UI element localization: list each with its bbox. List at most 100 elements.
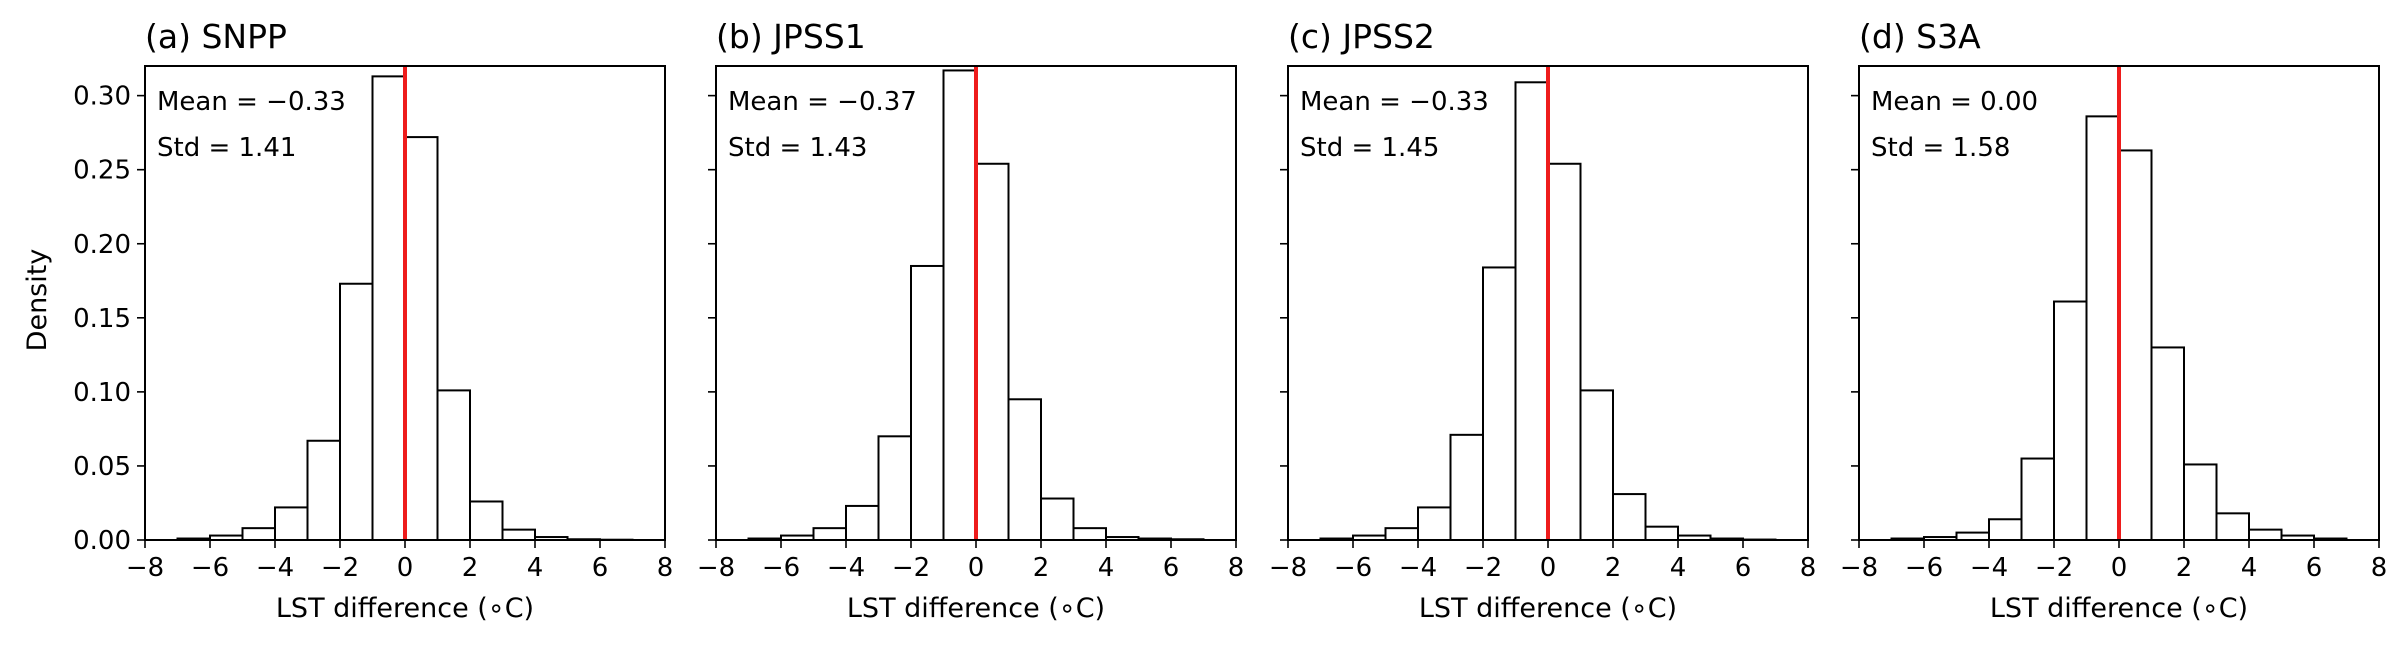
histogram-bar — [306, 439, 341, 542]
x-tick-label: −2 — [321, 553, 359, 583]
x-tick-label: 0 — [968, 553, 985, 583]
x-tick-label: −6 — [1334, 553, 1372, 583]
x-tick-label: −8 — [1840, 553, 1878, 583]
histogram-bar — [2053, 300, 2088, 541]
x-axis-label: LST difference (∘C) — [276, 593, 534, 624]
histogram-bar — [1040, 497, 1075, 541]
mean-annotation: Mean = −0.37 — [728, 87, 917, 117]
histogram-panel: (b) JPSS1 −8 −6 −4 −2 0 2 4 6 8 LST difference (∘C… — [697, 17, 1244, 624]
histogram-bar — [241, 527, 276, 542]
x-axis-label: LST difference (∘C) — [1419, 593, 1677, 624]
y-tick-label: 0.00 — [73, 526, 131, 556]
y-axis-label: Density — [22, 249, 53, 352]
histogram-bar — [1955, 531, 1990, 541]
histogram-bar — [1482, 266, 1517, 541]
panel-title: (a) SNPP — [145, 17, 287, 56]
histogram-bar — [1514, 81, 1549, 541]
x-tick-label: 6 — [2306, 553, 2323, 583]
histogram-panel: (d) S3A −8 −6 −4 −2 0 2 4 6 8 LST difference (∘C) M… — [1840, 17, 2387, 624]
histogram-bar — [2150, 346, 2185, 541]
histogram-bar — [1547, 162, 1582, 541]
histogram-bar — [1384, 527, 1419, 542]
histogram-bar — [469, 500, 504, 541]
histogram-bar — [812, 527, 847, 542]
x-tick-label: −6 — [191, 553, 229, 583]
x-tick-label: 2 — [2176, 553, 2193, 583]
histogram-bar — [1612, 493, 1647, 541]
x-tick-label: −8 — [126, 553, 164, 583]
x-tick-label: −2 — [2035, 553, 2073, 583]
x-tick-label: 2 — [1605, 553, 1622, 583]
x-tick-label: 4 — [1098, 553, 1115, 583]
histogram-bar — [1988, 518, 2023, 542]
x-tick-label: 0 — [2111, 553, 2128, 583]
histogram-bar — [371, 75, 406, 542]
panel-title: (d) S3A — [1859, 17, 1981, 56]
histogram-bar — [1417, 506, 1452, 542]
histogram-panel: (a) SNPP −8 −6 −4 −2 0 2 4 6 8 0.00 0.05 0.10 0.15 0.2… — [73, 17, 673, 624]
histogram-bar — [975, 162, 1010, 541]
x-tick-label: 0 — [397, 553, 414, 583]
histogram-bar — [2085, 115, 2120, 542]
histogram-bar — [339, 282, 374, 541]
x-tick-label: 2 — [1033, 553, 1050, 583]
x-tick-label: 6 — [1163, 553, 1180, 583]
mean-annotation: Mean = 0.00 — [1871, 87, 2038, 117]
x-tick-label: −2 — [892, 553, 930, 583]
histogram-bar — [2248, 528, 2283, 541]
histogram-bar — [910, 264, 945, 541]
std-annotation: Std = 1.43 — [728, 133, 867, 163]
y-tick-label: 0.25 — [73, 156, 131, 186]
x-tick-label: −8 — [1269, 553, 1307, 583]
histogram-bar — [274, 506, 309, 542]
x-axis-label: LST difference (∘C) — [847, 593, 1105, 624]
x-tick-label: −6 — [762, 553, 800, 583]
histogram-bar — [501, 528, 536, 541]
histogram-bar — [436, 389, 471, 541]
x-tick-label: −4 — [1399, 553, 1437, 583]
mean-annotation: Mean = −0.33 — [157, 87, 346, 117]
y-tick-label: 0.20 — [73, 230, 131, 260]
x-tick-label: 8 — [2371, 553, 2388, 583]
x-axis-label: LST difference (∘C) — [1990, 593, 2248, 624]
panel-title: (c) JPSS2 — [1288, 17, 1435, 56]
histogram-bar — [1644, 525, 1679, 542]
x-tick-label: 8 — [1800, 553, 1817, 583]
x-tick-label: 2 — [462, 553, 479, 583]
y-tick-label: 0.05 — [73, 452, 131, 482]
std-annotation: Std = 1.45 — [1300, 133, 1439, 163]
histogram-bar — [1007, 398, 1042, 541]
histogram-bar — [404, 136, 439, 541]
y-tick-label: 0.10 — [73, 378, 131, 408]
x-tick-label: 8 — [657, 553, 674, 583]
x-tick-label: 4 — [1670, 553, 1687, 583]
x-tick-label: −6 — [1905, 553, 1943, 583]
histogram-bar — [1449, 433, 1484, 541]
x-tick-label: −4 — [1970, 553, 2008, 583]
histogram-bar — [1579, 389, 1614, 541]
x-tick-label: 4 — [527, 553, 544, 583]
std-annotation: Std = 1.58 — [1871, 133, 2010, 163]
y-tick-label: 0.15 — [73, 304, 131, 334]
x-tick-label: −8 — [697, 553, 735, 583]
panel-title: (b) JPSS1 — [716, 17, 866, 56]
histogram-bar — [942, 69, 977, 541]
x-tick-label: 4 — [2241, 553, 2258, 583]
std-annotation: Std = 1.41 — [157, 133, 296, 163]
histogram-bar — [1072, 527, 1107, 542]
x-tick-label: −2 — [1464, 553, 1502, 583]
x-tick-label: −4 — [827, 553, 865, 583]
histogram-bar — [845, 504, 880, 541]
histogram-bar — [2183, 463, 2218, 541]
histogram-bar — [877, 435, 912, 541]
histogram-bar — [2118, 149, 2153, 541]
x-tick-label: −4 — [256, 553, 294, 583]
x-tick-label: 6 — [1735, 553, 1752, 583]
histogram-bar — [2215, 512, 2250, 542]
mean-annotation: Mean = −0.33 — [1300, 87, 1489, 117]
histogram-bar — [2020, 457, 2055, 541]
x-tick-label: 8 — [1228, 553, 1245, 583]
histogram-panel: (c) JPSS2 −8 −6 −4 −2 0 2 4 6 8 LST difference (∘C… — [1269, 17, 1816, 624]
x-tick-label: 0 — [1540, 553, 1557, 583]
